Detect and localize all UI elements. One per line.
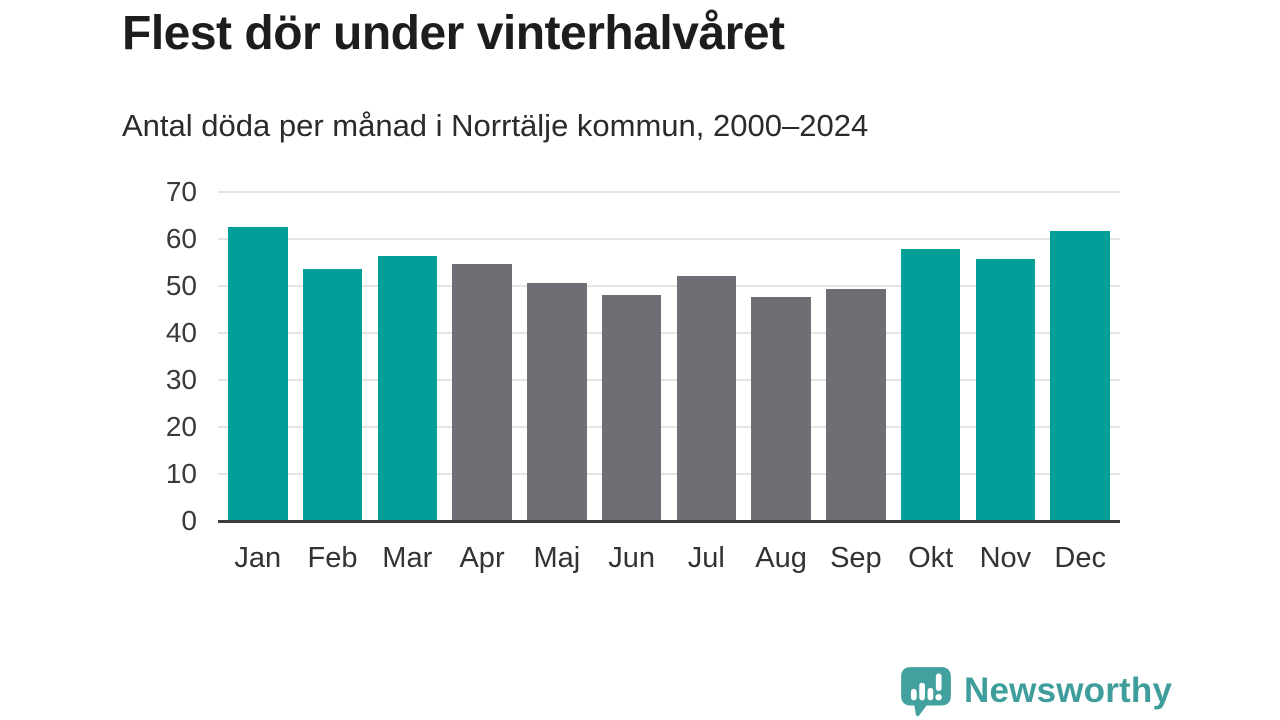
x-tick-label-jan: Jan xyxy=(234,542,282,574)
bar-dec xyxy=(1050,230,1110,521)
chart-title: Flest dör under vinterhalvåret xyxy=(122,7,785,60)
plot-area xyxy=(218,191,1120,523)
y-tick-label-60: 60 xyxy=(165,223,197,254)
bar-mar xyxy=(377,255,438,521)
bar-sep xyxy=(826,289,886,521)
newsworthy-wordmark: Newsworthy xyxy=(964,671,1173,710)
newsworthy-logo: Newsworthy xyxy=(898,664,1172,718)
x-tick-label-okt: Okt xyxy=(908,542,954,574)
gridline-20 xyxy=(218,426,1120,428)
bar-maj xyxy=(527,282,587,521)
bars xyxy=(218,192,1120,521)
chart-bar-mid-icon xyxy=(927,687,934,701)
gridline-70 xyxy=(218,191,1120,193)
y-tick-label-50: 50 xyxy=(165,270,197,301)
x-tick-label-nov: Nov xyxy=(979,542,1032,574)
x-axis-labels: Jan Feb Mar Apr Maj Jun Jul Aug Sep Okt Nov Dec xyxy=(218,542,1120,575)
bar-aug xyxy=(751,296,811,521)
x-tick-label-maj: Maj xyxy=(533,542,581,574)
chart-subtitle: Antal döda per månad i Norrtälje kommun,… xyxy=(122,108,869,143)
chart-bar-small-icon xyxy=(910,688,917,701)
gridline-10 xyxy=(218,473,1120,475)
gridline-40 xyxy=(218,332,1120,334)
x-tick-label-mar: Mar xyxy=(382,542,433,574)
y-tick-label-70: 70 xyxy=(165,176,197,207)
y-tick-label-10: 10 xyxy=(165,458,197,489)
bar-jun xyxy=(601,294,662,521)
x-tick-label-apr: Apr xyxy=(459,542,505,574)
x-tick-label-jul: Jul xyxy=(687,542,725,574)
x-tick-label-aug: Aug xyxy=(755,542,807,574)
bar-okt xyxy=(900,248,961,521)
bar-jan xyxy=(228,227,288,521)
y-tick-label-40: 40 xyxy=(165,317,197,348)
gridline-60 xyxy=(218,238,1120,240)
speech-bubble-shape xyxy=(901,667,951,717)
y-tick-label-30: 30 xyxy=(165,364,197,395)
bar-nov xyxy=(975,258,1036,521)
x-tick-label-dec: Dec xyxy=(1054,542,1106,574)
chart-bar-tall-icon xyxy=(919,682,925,701)
newsworthy-speech-bubble-bar-chart-icon xyxy=(901,667,951,717)
y-tick-label-20: 20 xyxy=(165,411,197,442)
x-tick-label-sep: Sep xyxy=(830,542,882,574)
y-tick-label-0: 0 xyxy=(181,505,197,536)
gridline-50 xyxy=(218,285,1120,287)
x-axis-baseline xyxy=(218,520,1120,523)
bar-jul xyxy=(676,276,737,521)
bar-apr xyxy=(452,263,512,521)
exclamation-bar-icon xyxy=(935,673,942,691)
x-tick-label-feb: Feb xyxy=(307,542,358,574)
gridline-30 xyxy=(218,379,1120,381)
x-tick-label-jun: Jun xyxy=(608,542,655,574)
y-axis-labels: 0 10 20 30 40 50 60 70 xyxy=(100,176,197,536)
exclamation-dot-icon xyxy=(935,694,942,701)
bar-feb xyxy=(302,269,363,521)
